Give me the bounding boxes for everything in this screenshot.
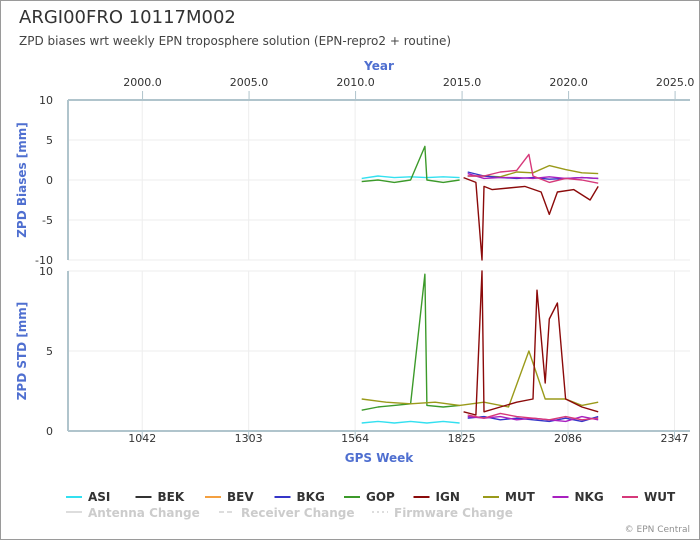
chart-title: ARGI00FRO 10117M002 bbox=[19, 7, 236, 28]
legend-label-bkg: BKG bbox=[297, 490, 325, 504]
credit-text: © EPN Central bbox=[624, 525, 690, 535]
legend-label-wut: WUT bbox=[644, 490, 676, 504]
series-line-ign bbox=[463, 176, 599, 261]
series-line-gop bbox=[361, 273, 460, 411]
top-axis-tick-label: 2005.0 bbox=[230, 76, 269, 89]
y-tick-label: 0 bbox=[46, 425, 53, 438]
legend-label-bev: BEV bbox=[227, 490, 254, 504]
top-axis-tick-label: 2010.0 bbox=[336, 76, 375, 89]
y-tick-label: -10 bbox=[35, 254, 53, 267]
y-tick-label: 5 bbox=[46, 134, 53, 147]
y-axis-title: ZPD Biases [mm] bbox=[15, 122, 29, 238]
bottom-axis-tick-label: 1564 bbox=[341, 432, 369, 445]
y-tick-label: 10 bbox=[39, 265, 53, 278]
series-line-wut bbox=[467, 412, 599, 421]
bottom-axis-tick-label: 1303 bbox=[235, 432, 263, 445]
legend-change-label: Antenna Change bbox=[88, 506, 200, 520]
legend-label-mut: MUT bbox=[505, 490, 536, 504]
y-tick-label: 0 bbox=[46, 174, 53, 187]
series-line-asi bbox=[361, 420, 460, 424]
bottom-axis-tick-label: 2347 bbox=[661, 432, 689, 445]
top-axis-tick-label: 2025.0 bbox=[656, 76, 695, 89]
top-axis-tick-label: 2000.0 bbox=[123, 76, 162, 89]
legend-label-bek: BEK bbox=[158, 490, 185, 504]
legend-change-label: Receiver Change bbox=[241, 506, 355, 520]
legend-label-gop: GOP bbox=[366, 490, 395, 504]
legend-label-ign: IGN bbox=[436, 490, 460, 504]
y-axis-title: ZPD STD [mm] bbox=[15, 302, 29, 401]
top-axis-tick-label: 2020.0 bbox=[549, 76, 588, 89]
chart-subtitle: ZPD biases wrt weekly EPN troposphere so… bbox=[19, 34, 452, 48]
bottom-axis-tick-label: 2086 bbox=[554, 432, 582, 445]
bottom-axis-tick-label: 1042 bbox=[128, 432, 156, 445]
y-tick-label: 10 bbox=[39, 94, 53, 107]
series-line-ign bbox=[463, 270, 599, 416]
series-line-gop bbox=[361, 145, 460, 184]
series-line-wut bbox=[467, 153, 599, 184]
series-line-nkg bbox=[467, 172, 599, 180]
legend-label-asi: ASI bbox=[88, 490, 110, 504]
y-tick-label: -5 bbox=[42, 214, 53, 227]
bottom-axis-tick-label: 1825 bbox=[448, 432, 476, 445]
bottom-axis-title: GPS Week bbox=[345, 451, 415, 465]
series-line-asi bbox=[361, 175, 460, 180]
legend-change-label: Firmware Change bbox=[394, 506, 513, 520]
y-tick-label: 5 bbox=[46, 345, 53, 358]
legend-label-nkg: NKG bbox=[575, 490, 604, 504]
top-axis-tick-label: 2015.0 bbox=[443, 76, 482, 89]
top-axis-title: Year bbox=[363, 59, 394, 73]
